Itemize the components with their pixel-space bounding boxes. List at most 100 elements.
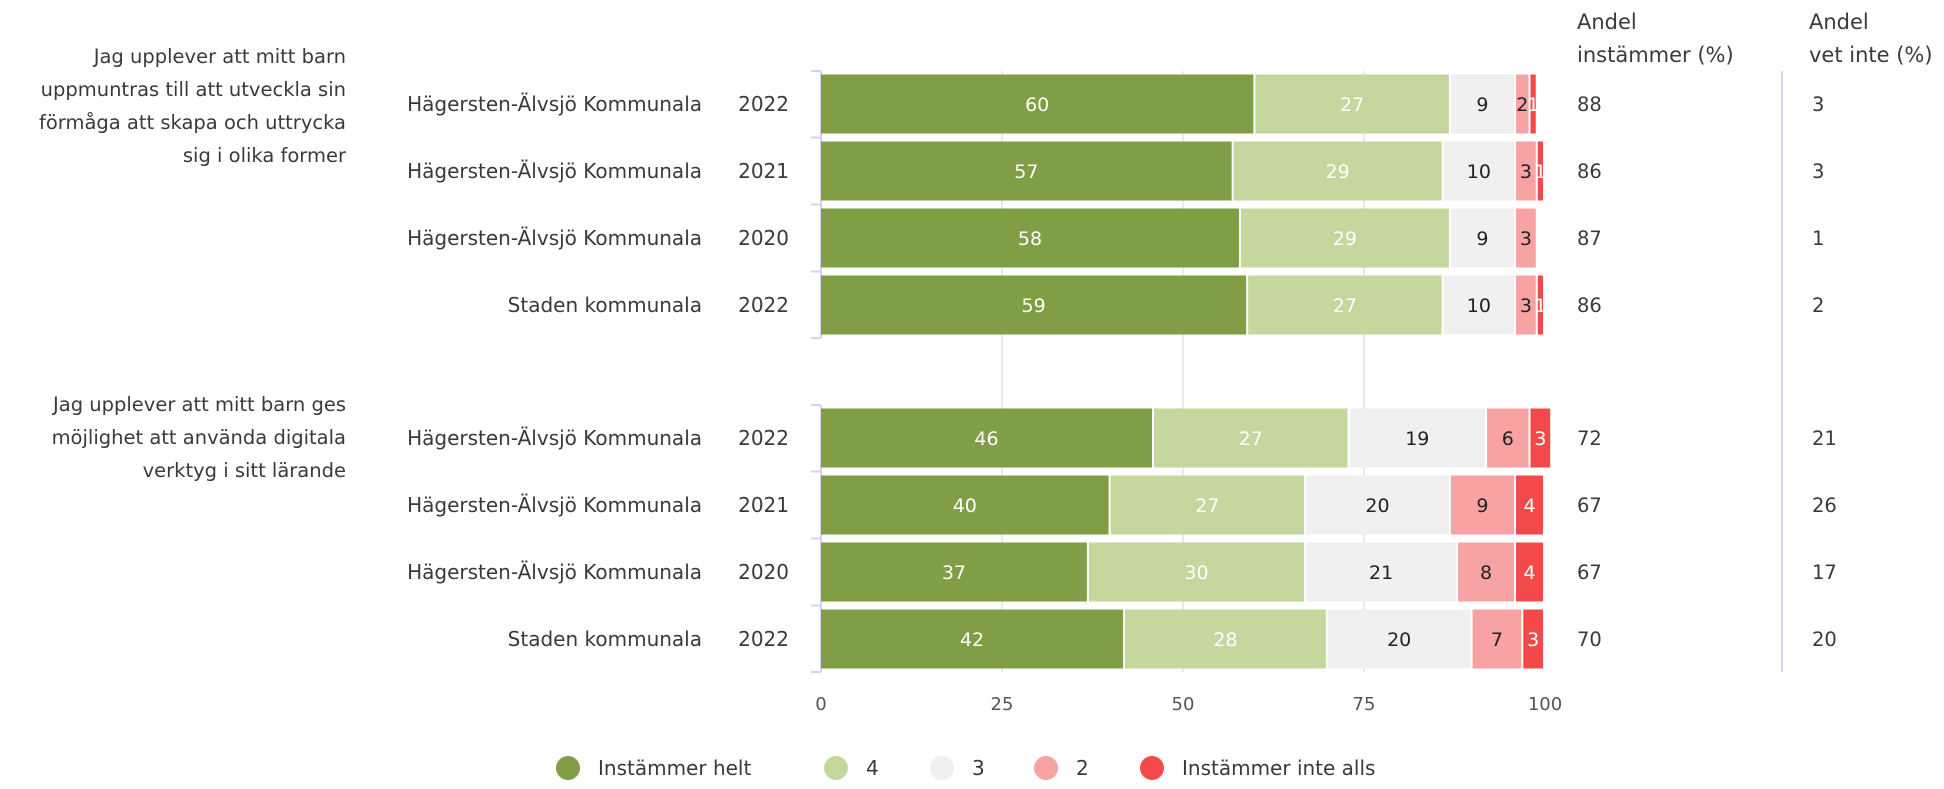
legend-label: 3	[972, 756, 985, 780]
bar-value-label: 7	[1491, 629, 1503, 651]
bar-value-label: 3	[1520, 295, 1532, 317]
share-agree-value: 67	[1577, 494, 1602, 517]
bar-segment	[1443, 275, 1515, 335]
bar-segment	[1125, 609, 1326, 669]
row-year: 2020	[738, 560, 789, 584]
x-tick-label: 100	[1528, 694, 1562, 715]
bar-value-label: 9	[1476, 228, 1488, 250]
bar-segment	[1523, 609, 1543, 669]
share-agree-value: 72	[1577, 427, 1602, 450]
legend-swatch	[1140, 756, 1164, 780]
row-year: 2020	[738, 226, 789, 250]
bar-segment	[1154, 408, 1348, 468]
bar-value-label: 20	[1365, 495, 1389, 517]
bar-segment	[1516, 141, 1536, 201]
share-agree-value: 86	[1577, 294, 1602, 317]
question-text: Jag upplever att mitt barn	[92, 45, 346, 68]
share-dont-know-value: 3	[1812, 93, 1824, 116]
bar-value-label: 37	[942, 562, 966, 584]
bar-segment	[1349, 408, 1486, 468]
bar-value-label: 10	[1467, 161, 1491, 183]
question-text: verktyg i sitt lärande	[143, 459, 346, 482]
legend-label: 2	[1076, 756, 1089, 780]
bar-value-label: 6	[1502, 428, 1514, 450]
legend-label: 4	[866, 756, 879, 780]
bar-segment	[1233, 141, 1442, 201]
bar-value-label: 10	[1467, 295, 1491, 317]
bar-value-label: 59	[1021, 295, 1045, 317]
row-label: Hägersten-Älvsjö Kommunala	[407, 426, 702, 450]
bar-segment	[1516, 542, 1543, 602]
bar-segment	[1450, 208, 1515, 268]
bar-value-label: 19	[1405, 428, 1429, 450]
bar-segment	[1537, 275, 1543, 335]
x-tick-label: 75	[1353, 694, 1376, 715]
row-label: Hägersten-Älvsjö Kommunala	[407, 560, 702, 584]
share-dont-know-value: 17	[1812, 561, 1837, 584]
share-dont-know-value: 3	[1812, 160, 1824, 183]
bar-value-label: 3	[1527, 629, 1539, 651]
question-text: uppmuntras till att utveckla sin	[41, 78, 346, 101]
bar-segment	[1450, 74, 1515, 134]
row-year: 2021	[738, 159, 789, 183]
bar-value-label: 27	[1195, 495, 1219, 517]
bar-value-label: 2	[1516, 94, 1528, 116]
bar-segment	[1443, 141, 1515, 201]
bar-segment	[821, 74, 1254, 134]
bar-value-label: 46	[974, 428, 998, 450]
row-year: 2022	[738, 426, 789, 450]
share-dont-know-value: 2	[1812, 294, 1824, 317]
bar-segment	[821, 275, 1247, 335]
bar-value-label: 9	[1476, 94, 1488, 116]
bar-segment	[1110, 475, 1305, 535]
question-text: Jag upplever att mitt barn ges	[51, 393, 346, 416]
bar-segment	[1472, 609, 1522, 669]
bar-value-label: 42	[960, 629, 984, 651]
x-tick-label: 25	[991, 694, 1014, 715]
share-dont-know-value: 20	[1812, 628, 1837, 651]
bar-value-label: 20	[1387, 629, 1411, 651]
bar-value-label: 8	[1480, 562, 1492, 584]
legend-label: Instämmer helt	[598, 756, 751, 780]
share-agree-value: 67	[1577, 561, 1602, 584]
bar-segment	[1458, 542, 1515, 602]
row-year: 2022	[738, 627, 789, 651]
question-text: sig i olika former	[183, 144, 347, 167]
bar-segment	[1306, 542, 1457, 602]
bar-value-label: 27	[1340, 94, 1364, 116]
bar-value-label: 40	[953, 495, 977, 517]
bar-segment	[1537, 141, 1543, 201]
header-share-dont-know: vet inte (%)	[1809, 43, 1933, 67]
bar-value-label: 60	[1025, 94, 1049, 116]
legend-label: Instämmer inte alls	[1182, 756, 1375, 780]
bar-segment	[1240, 208, 1449, 268]
bar-segment	[1516, 275, 1536, 335]
share-dont-know-value: 26	[1812, 494, 1837, 517]
bar-segment	[1327, 609, 1471, 669]
row-year: 2022	[738, 92, 789, 116]
bar-segment	[821, 475, 1109, 535]
bar-value-label: 29	[1326, 161, 1350, 183]
bar-segment	[1450, 475, 1515, 535]
bar-value-label: 27	[1333, 295, 1357, 317]
bar-value-label: 30	[1184, 562, 1208, 584]
bar-value-label: 1	[1527, 94, 1539, 116]
bar-value-label: 9	[1476, 495, 1488, 517]
bar-segment	[821, 542, 1087, 602]
header-share-agree: instämmer (%)	[1577, 43, 1734, 67]
row-label: Staden kommunala	[508, 627, 702, 651]
bar-segment	[1516, 208, 1536, 268]
share-agree-value: 87	[1577, 227, 1602, 250]
bar-value-label: 3	[1520, 228, 1532, 250]
row-label: Hägersten-Älvsjö Kommunala	[407, 92, 702, 116]
legend-swatch	[1034, 756, 1058, 780]
bar-value-label: 27	[1239, 428, 1263, 450]
header-share-agree: Andel	[1577, 10, 1637, 34]
bar-segment	[1530, 74, 1536, 134]
share-agree-value: 70	[1577, 628, 1602, 651]
bar-value-label: 21	[1369, 562, 1393, 584]
legend-swatch	[824, 756, 848, 780]
row-year: 2021	[738, 493, 789, 517]
header-share-dont-know: Andel	[1809, 10, 1869, 34]
